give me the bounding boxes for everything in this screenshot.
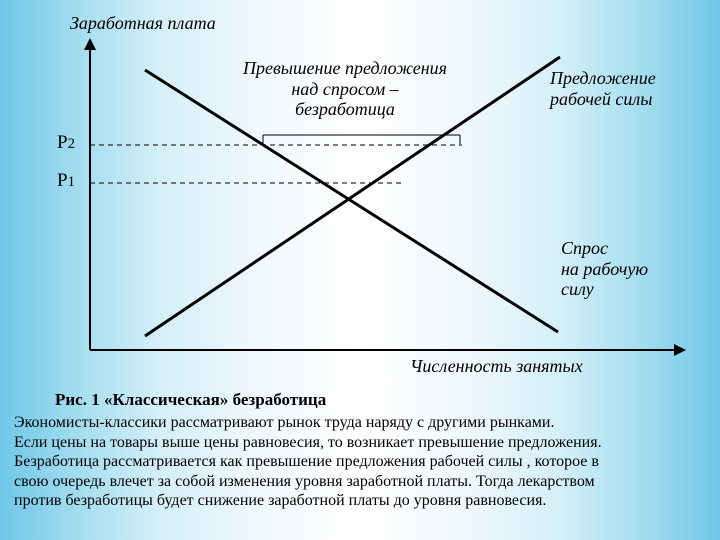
p2-letter: Р <box>57 132 68 153</box>
supply-curve-label: Предложение рабочей силы <box>550 68 656 109</box>
y-axis-title: Заработная плата <box>70 13 216 34</box>
p2-tick: Р2 <box>57 132 75 154</box>
figure-caption-text: Рис. 1 «Классическая» безработица <box>55 390 326 409</box>
body-paragraph: Экономисты-классики рассматривают рынок … <box>14 413 710 511</box>
figure-caption: Рис. 1 «Классическая» безработица <box>55 390 326 410</box>
p1-sub: 1 <box>68 174 75 190</box>
page-root: Заработная плата Превышение предложения … <box>0 0 720 540</box>
p1-tick: Р1 <box>57 170 75 192</box>
excess-supply-label: Превышение предложения над спросом – без… <box>215 58 475 120</box>
x-axis-title: Численность занятых <box>410 356 583 377</box>
p1-letter: Р <box>57 170 68 191</box>
demand-curve-label: Спрос на рабочую силу <box>561 238 648 300</box>
p2-sub: 2 <box>68 136 75 152</box>
